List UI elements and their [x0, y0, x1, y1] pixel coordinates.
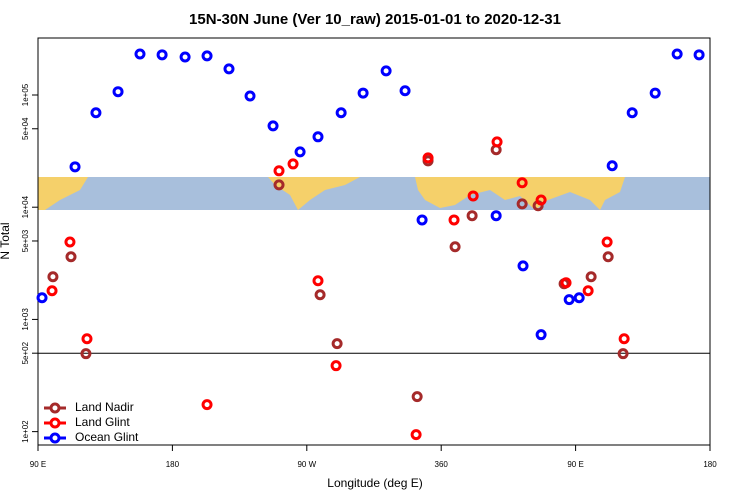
legend-marker — [49, 432, 61, 444]
y-tick-label: 5e+04 — [21, 117, 30, 140]
point — [582, 285, 594, 297]
point — [90, 107, 102, 119]
y-axis-label: N Total — [0, 222, 12, 259]
point — [467, 190, 479, 202]
point — [112, 86, 124, 98]
point — [535, 194, 547, 206]
point — [517, 260, 529, 272]
point — [156, 49, 168, 61]
point — [448, 214, 460, 226]
x-tick-label: 90 E — [567, 460, 583, 469]
y-tick-label: 1e+03 — [21, 308, 30, 331]
point — [134, 48, 146, 60]
point — [273, 179, 285, 191]
x-tick-label: 180 — [703, 460, 717, 469]
point — [649, 87, 661, 99]
point — [294, 146, 306, 158]
point — [80, 348, 92, 360]
x-tick-label: 360 — [435, 460, 449, 469]
point — [81, 333, 93, 345]
point — [399, 85, 411, 97]
point — [535, 329, 547, 341]
point — [69, 161, 81, 173]
point — [618, 333, 630, 345]
point — [201, 399, 213, 411]
legend-marker — [49, 402, 61, 414]
legend-label: Land Glint — [75, 415, 130, 429]
y-tick-label: 1e+05 — [21, 83, 30, 106]
point — [516, 198, 528, 210]
point — [65, 251, 77, 263]
point — [601, 236, 613, 248]
point — [273, 165, 285, 177]
point — [490, 210, 502, 222]
y-tick-label: 1e+04 — [21, 195, 30, 218]
legend-label: Ocean Glint — [75, 430, 139, 444]
point — [244, 90, 256, 102]
point — [516, 177, 528, 189]
chart-title: 15N-30N June (Ver 10_raw) 2015-01-01 to … — [189, 11, 561, 28]
legend-marker — [49, 417, 61, 429]
point — [47, 271, 59, 283]
point — [179, 51, 191, 63]
point — [380, 65, 392, 77]
point — [287, 158, 299, 170]
point — [563, 294, 575, 306]
x-tick-label: 90 W — [297, 460, 316, 469]
point — [335, 107, 347, 119]
point — [602, 251, 614, 263]
point — [410, 429, 422, 441]
point — [411, 391, 423, 403]
y-tick-label: 5e+03 — [21, 229, 30, 252]
point — [416, 214, 428, 226]
point — [585, 271, 597, 283]
point — [312, 275, 324, 287]
point — [422, 152, 434, 164]
point — [671, 48, 683, 60]
point — [449, 241, 461, 253]
legend-label: Land Nadir — [75, 400, 134, 414]
y-tick-label: 5e+02 — [21, 341, 30, 364]
point — [606, 160, 618, 172]
point — [201, 50, 213, 62]
point — [617, 348, 629, 360]
point — [693, 49, 705, 61]
point — [64, 236, 76, 248]
point — [331, 338, 343, 350]
point — [267, 120, 279, 132]
point — [36, 292, 48, 304]
point — [626, 107, 638, 119]
point — [560, 277, 572, 289]
x-tick-label: 90 E — [30, 460, 46, 469]
point — [312, 131, 324, 143]
point — [491, 136, 503, 148]
point — [573, 292, 585, 304]
point — [357, 87, 369, 99]
point — [46, 285, 58, 297]
point — [314, 289, 326, 301]
point — [223, 63, 235, 75]
y-tick-label: 1e+02 — [21, 420, 30, 443]
point — [466, 210, 478, 222]
x-axis-label: Longitude (deg E) — [327, 476, 422, 490]
map-band — [38, 177, 710, 210]
x-tick-label: 180 — [166, 460, 180, 469]
point — [330, 360, 342, 372]
plot-frame — [37, 37, 711, 446]
